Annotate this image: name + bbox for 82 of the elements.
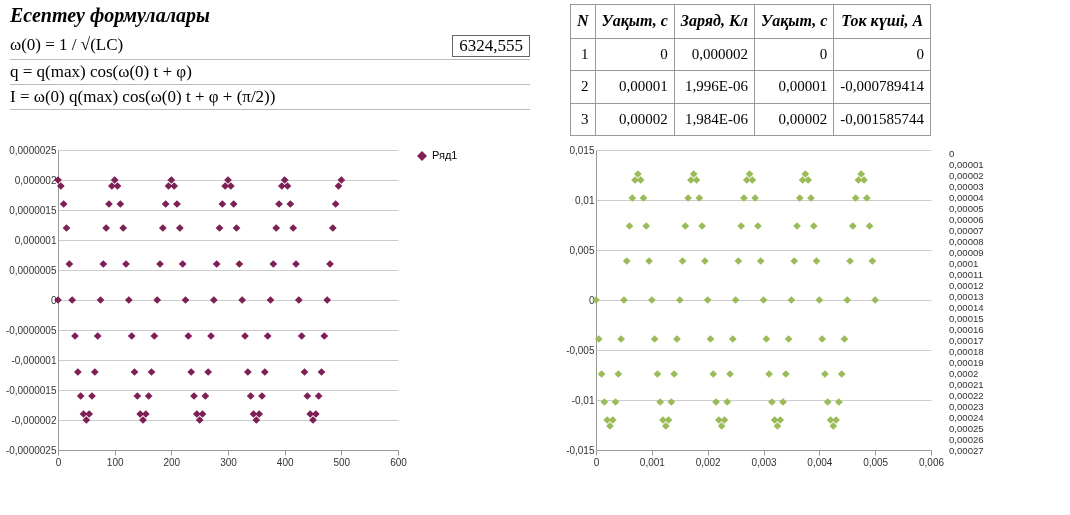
legend-label: Ряд1 [432,149,458,161]
text: 0,00006 [949,214,984,225]
text: 0,00014 [949,302,984,313]
x-tick-label: 0,005 [863,456,889,468]
text: 0,000002 [674,38,755,71]
text: 0,00012 [949,280,984,291]
text: N [570,4,596,39]
text: 1,996E-06 [674,70,755,104]
text: 0,00024 [949,412,984,423]
text: 0,00027 [949,445,984,456]
y-tick-label: -0,000001 [11,354,57,366]
x-tick-label: 600 [390,456,408,468]
text: 0,00015 [949,313,984,324]
text: 0,00001 [595,70,675,104]
x-tick-label: 0,002 [695,456,722,468]
text: 0,0001 [949,258,980,269]
y-tick-label: -0,000002 [11,414,57,426]
y-tick-label: -0,01 [571,394,595,406]
text: 0,00002 [754,103,834,136]
text: 0,00018 [949,346,984,357]
text: Уақыт, с [595,4,675,39]
text: q = q(max) cos(ω(0) t + φ) [10,62,192,82]
text: 3 [570,103,596,136]
text: ω(0) = 1 / √(LC) [10,35,124,56]
y-tick-label: 0,000001 [14,234,57,246]
text: 0,00004 [949,192,984,203]
x-tick-label: 500 [333,456,351,468]
text: 6324,555 [452,35,530,57]
text: 0,00009 [949,247,984,258]
text: 0,00002 [595,103,675,136]
x-tick-label: 0,001 [639,456,666,468]
text: 1 [570,38,596,71]
text: -0,000789414 [833,70,931,104]
text: I = ω(0) q(max) cos(ω(0) t + φ + (π/2)) [10,87,276,107]
text: 0,00007 [949,225,984,236]
y-tick-label: -0,0000005 [5,324,57,336]
text: 0,00026 [949,434,984,445]
text: 0 [754,38,834,71]
x-tick-label: 400 [276,456,294,468]
y-tick-label: 0,01 [575,194,595,206]
text: 0,00016 [949,324,984,335]
y-tick-label: -0,015 [566,444,595,456]
text: 0,00005 [949,203,984,214]
text: Ток күші, А [833,4,931,39]
text: 0,00019 [949,357,984,368]
y-tick-label: -0,0000015 [5,384,57,396]
x-tick-label: 300 [220,456,238,468]
x-tick-label: 0,004 [807,456,833,468]
text: Уақыт, с [754,4,834,39]
y-tick-label: 0,000002 [14,174,57,186]
y-tick-label: -0,0000025 [5,444,57,456]
text: Есептеу формулалары [10,4,211,27]
x-tick-label: 100 [106,456,124,468]
y-tick-label: -0,005 [566,344,595,356]
text: 2 [570,70,596,104]
y-tick-label: 0,005 [569,244,595,256]
text: 0,00021 [949,379,984,390]
text: Заряд, Кл [674,4,755,39]
y-tick-label: 0,015 [569,144,595,156]
x-tick-label: 0,003 [751,456,777,468]
text: 0,00013 [949,291,984,302]
text: 0 [595,38,675,71]
text: -0,001585744 [833,103,931,136]
text: 0,00001 [754,70,834,104]
text: 0,00022 [949,390,984,401]
text: 0,00002 [949,170,984,181]
text: 0,00017 [949,335,984,346]
text: 1,984E-06 [674,103,755,136]
text: 0,00023 [949,401,984,412]
text: 0,00025 [949,423,984,434]
text: 0,00011 [949,269,984,280]
x-tick-label: 200 [163,456,181,468]
text: 0,00008 [949,236,984,247]
text: 0 [833,38,931,71]
text: 0,00003 [949,181,984,192]
y-tick-label: 0,0000005 [9,264,57,276]
y-tick-label: 0,0000025 [9,144,57,156]
text: 0,0002 [949,368,980,379]
y-tick-label: 0,0000015 [9,204,57,216]
text: 0 [949,148,956,159]
x-tick-label: 0,006 [918,456,945,468]
text: 0,00001 [949,159,984,170]
